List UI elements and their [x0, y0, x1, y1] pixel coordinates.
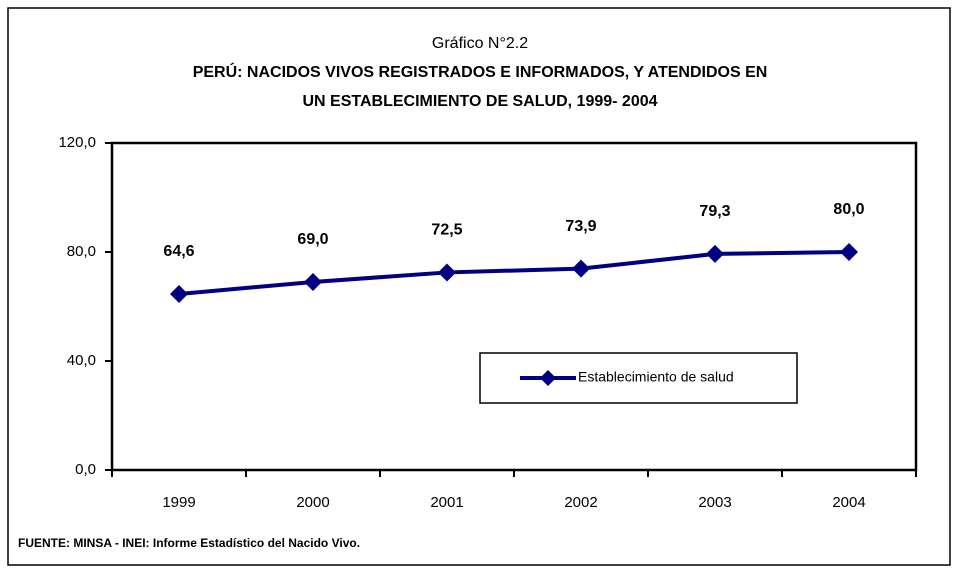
x-tick-label: 1999 — [162, 494, 195, 511]
x-tick-label: 2004 — [832, 494, 865, 511]
x-tick-label: 2000 — [296, 494, 329, 511]
legend-label: Establecimiento de salud — [578, 369, 734, 385]
data-point — [304, 272, 322, 291]
data-label: 79,3 — [699, 203, 730, 220]
data-point — [572, 259, 590, 278]
data-point — [706, 244, 724, 263]
y-tick-label: 80,0 — [67, 243, 96, 260]
data-label: 69,0 — [297, 231, 328, 248]
data-label: 73,9 — [565, 218, 596, 235]
data-label: 80,0 — [833, 201, 864, 218]
data-label: 72,5 — [431, 222, 462, 239]
data-point — [438, 263, 456, 282]
chart-subtitle: PERÚ: NACIDOS VIVOS REGISTRADOS E INFORM… — [193, 62, 768, 81]
y-tick-label: 120,0 — [58, 134, 96, 151]
legend-marker — [540, 370, 556, 386]
x-tick-label: 2002 — [564, 494, 597, 511]
data-label: 64,6 — [163, 243, 194, 260]
chart-title: Gráfico N°2.2 — [432, 35, 528, 52]
x-tick-label: 2001 — [430, 494, 463, 511]
y-tick-label: 0,0 — [75, 461, 96, 478]
data-line — [178, 250, 850, 296]
chart-frame — [7, 7, 951, 566]
chart-subtitle: UN ESTABLECIMIENTO DE SALUD, 1999- 2004 — [302, 93, 657, 110]
x-tick-label: 2003 — [698, 494, 731, 511]
y-tick-label: 40,0 — [67, 352, 96, 369]
data-point — [170, 284, 188, 303]
source-note: FUENTE: MINSA - INEI: Informe Estadístic… — [18, 536, 360, 550]
data-point — [840, 243, 858, 261]
